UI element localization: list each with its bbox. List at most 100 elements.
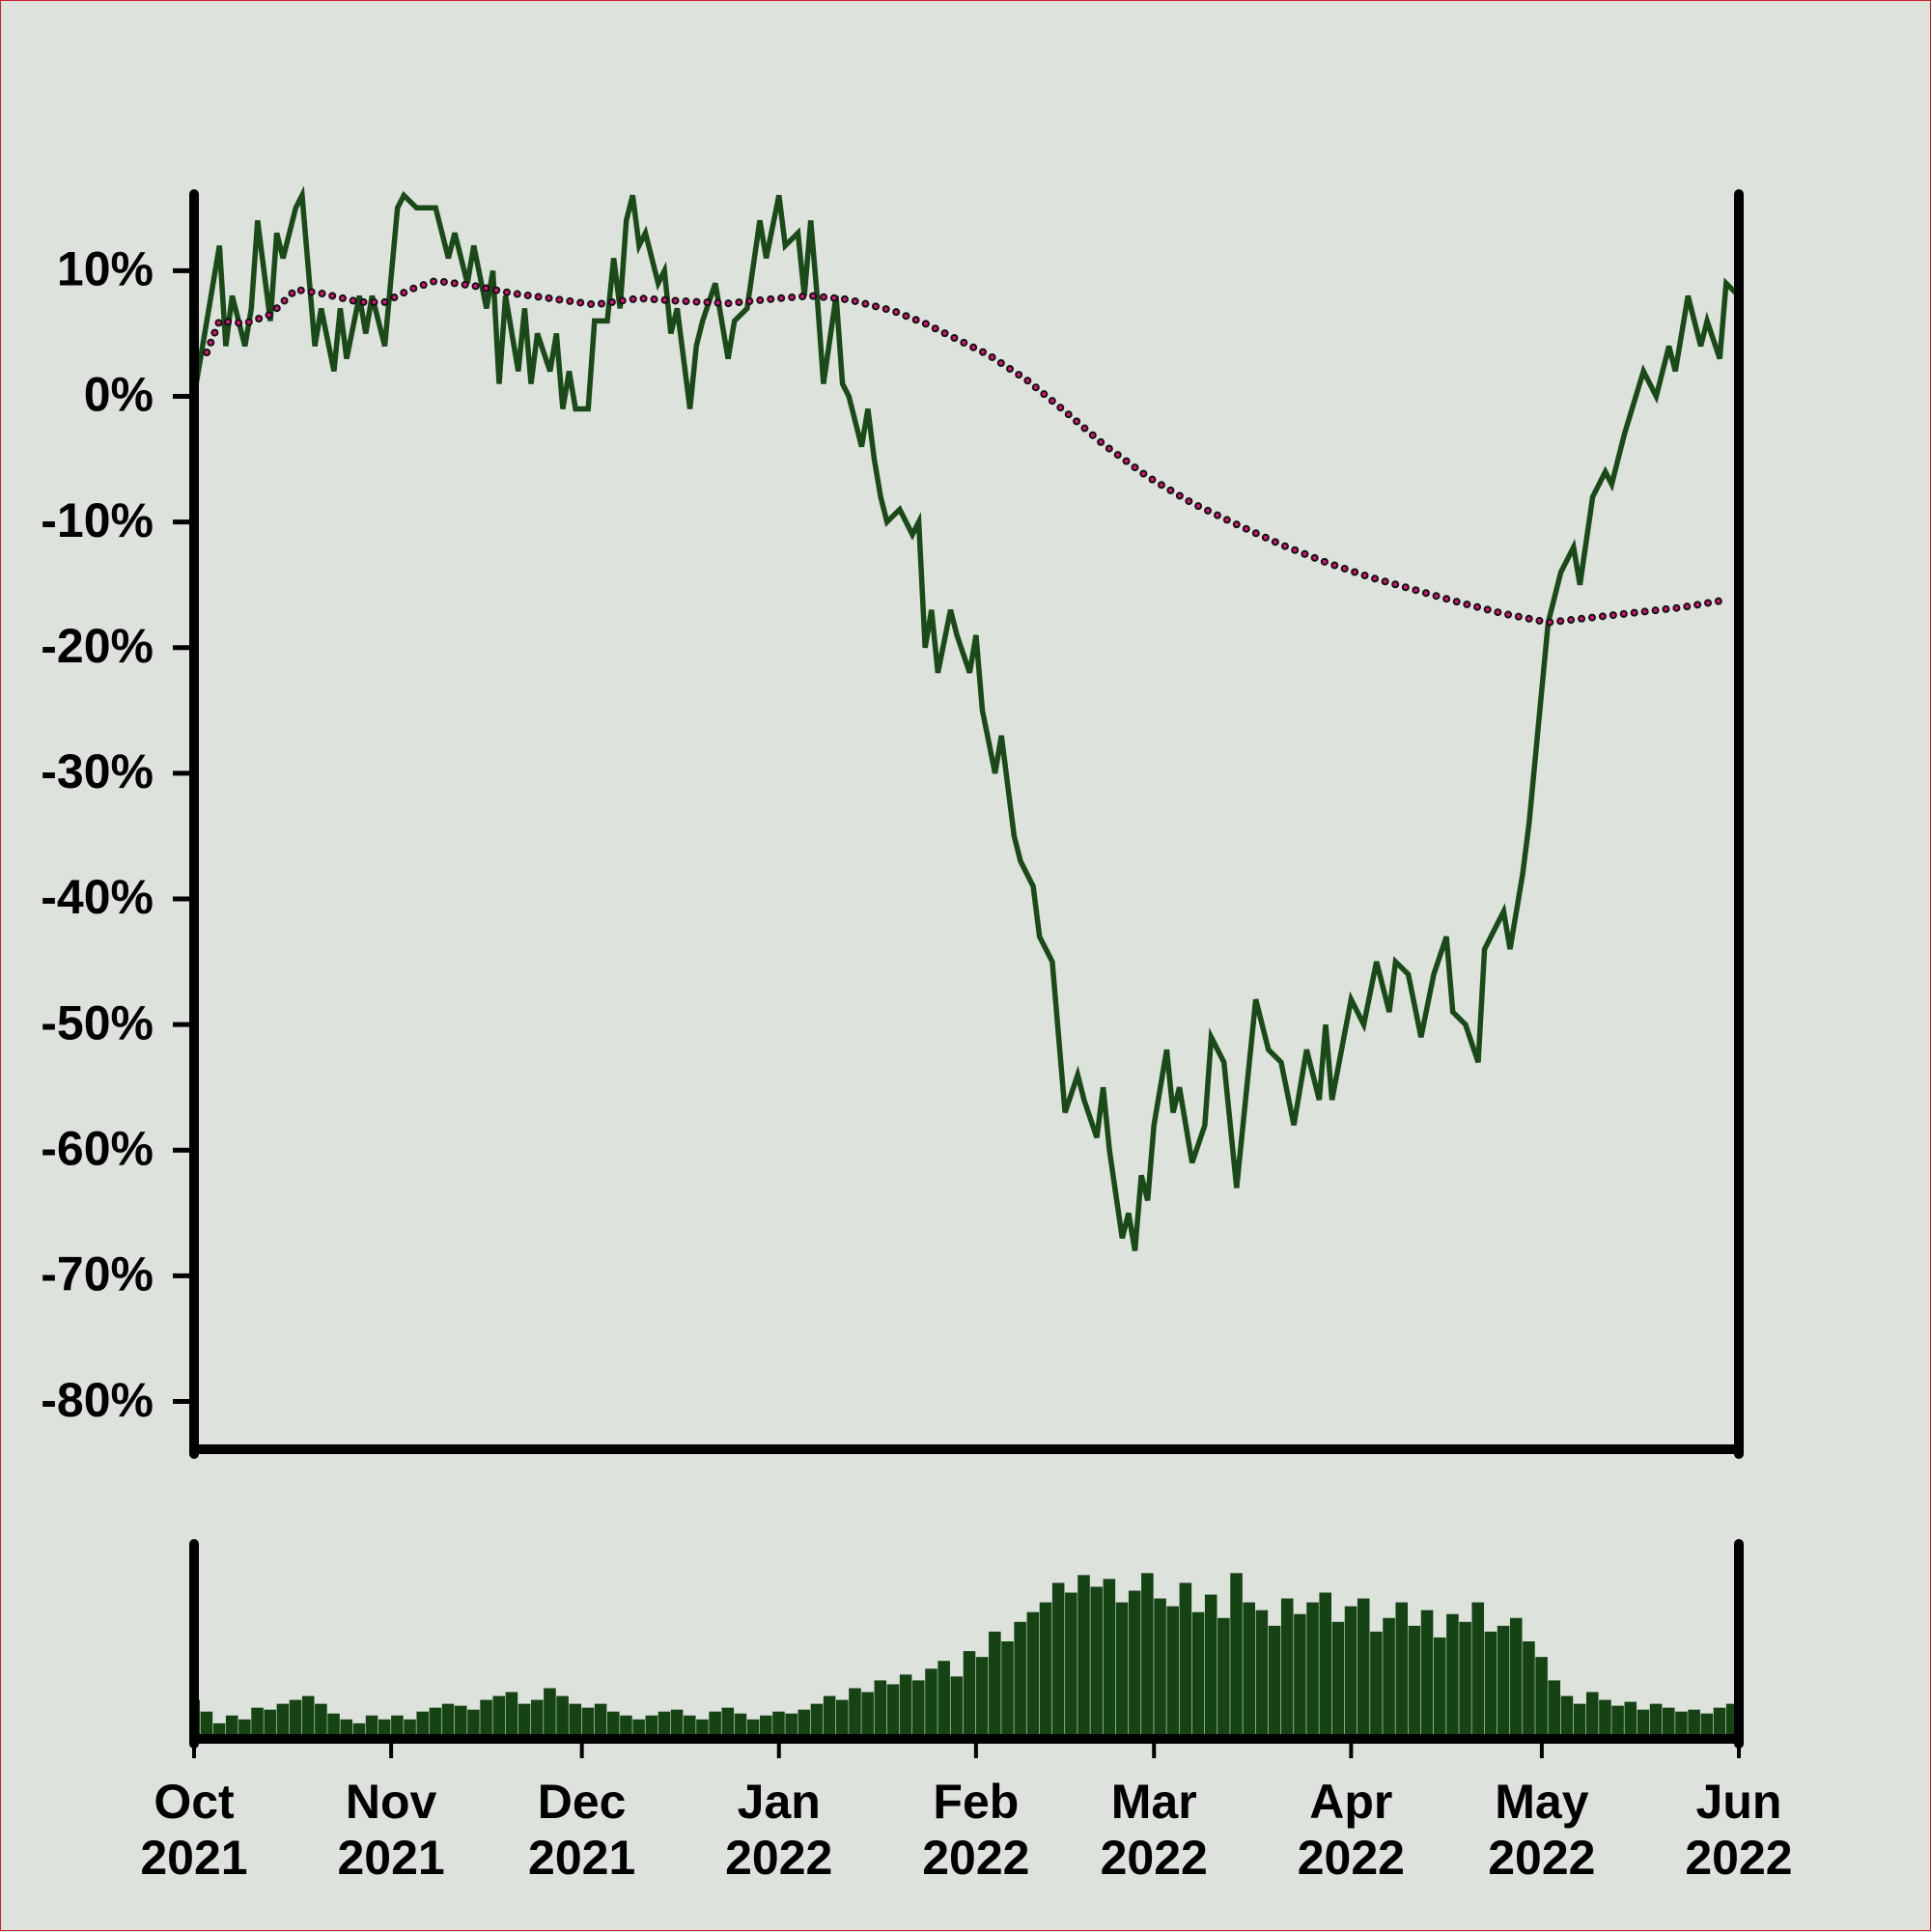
volume-bar [1624, 1701, 1637, 1739]
volume-bar [963, 1651, 976, 1739]
volume-bar [683, 1715, 696, 1739]
volume-bar [810, 1703, 824, 1739]
x-tick-label: Apr 2022 [1297, 1775, 1405, 1885]
volume-bar [989, 1631, 1001, 1739]
volume-bar [581, 1707, 595, 1739]
volume-bar [798, 1709, 811, 1739]
moving-average-dots [205, 278, 1728, 625]
volume-bar [1103, 1579, 1116, 1739]
volume-bar [1560, 1695, 1574, 1739]
y-tick-label: -80% [41, 1373, 154, 1427]
volume-bar [454, 1705, 467, 1739]
volume-bar [1230, 1573, 1243, 1739]
volume-bar [1395, 1602, 1409, 1739]
volume-bar [836, 1699, 849, 1739]
volume-bar [1523, 1641, 1535, 1739]
volume-bar [1014, 1621, 1026, 1739]
y-tick-label: -10% [41, 493, 154, 547]
volume-bar [1115, 1602, 1129, 1739]
volume-bar [620, 1715, 632, 1739]
volume-bar [301, 1695, 315, 1739]
volume-bar [1065, 1592, 1077, 1739]
volume-bar [1433, 1637, 1446, 1739]
volume-bar [1611, 1705, 1624, 1739]
x-tick-label: Oct 2021 [140, 1775, 248, 1885]
volume-bar [404, 1719, 416, 1739]
volume-bar [1713, 1707, 1726, 1739]
volume-bar [467, 1709, 480, 1739]
volume-bar [849, 1688, 861, 1739]
volume-bar [925, 1668, 938, 1739]
volume-bar [225, 1715, 238, 1739]
volume-bar [1509, 1617, 1523, 1739]
volume-bar [1280, 1598, 1294, 1739]
volume-bar [594, 1703, 607, 1739]
volume-bar [886, 1684, 900, 1739]
volume-bar [1204, 1594, 1217, 1739]
volume-bar [1331, 1621, 1345, 1739]
volume-bar [1599, 1699, 1611, 1739]
volume-bar [1675, 1711, 1688, 1739]
volume-bar [556, 1695, 569, 1739]
volume-bar [1077, 1575, 1090, 1739]
volume-bar [1090, 1586, 1103, 1739]
volume-bar [1166, 1606, 1179, 1739]
y-tick-label: -50% [41, 995, 154, 1050]
volume-bar [1471, 1602, 1485, 1739]
volume-bar [1484, 1631, 1497, 1739]
volume-bar [365, 1715, 378, 1739]
volume-bar [1141, 1573, 1154, 1739]
volume-bar [874, 1680, 887, 1739]
volume-bar [1637, 1709, 1650, 1739]
y-tick-label: -70% [41, 1247, 154, 1302]
y-tick-label: 0% [84, 368, 154, 422]
volume-bar [251, 1707, 264, 1739]
volume-bar [1051, 1582, 1065, 1739]
volume-bar [772, 1711, 785, 1739]
volume-bar [1026, 1611, 1040, 1739]
volume-bar [975, 1657, 989, 1739]
volume-bar [721, 1707, 735, 1739]
volume-bar [416, 1711, 430, 1739]
x-tick-label: Feb 2022 [922, 1775, 1030, 1885]
volume-bar [746, 1719, 760, 1739]
x-tick-label: Dec 2021 [528, 1775, 636, 1885]
volume-bar [1548, 1680, 1561, 1739]
volume-bar [670, 1709, 684, 1739]
volume-bar [505, 1692, 518, 1739]
volume-bar [734, 1713, 747, 1739]
volume-bar [569, 1703, 582, 1739]
y-tick-label: -40% [41, 870, 154, 924]
volume-bar [1662, 1707, 1675, 1739]
volume-bar [1688, 1709, 1700, 1739]
volume-bar [1217, 1617, 1230, 1739]
volume-bar [1319, 1592, 1332, 1739]
volume-bar [1255, 1610, 1269, 1739]
volume-bar [658, 1711, 671, 1739]
x-tick-label: May 2022 [1488, 1775, 1596, 1885]
volume-bar [938, 1661, 950, 1739]
volume-bar [632, 1719, 645, 1739]
volume-bar [1383, 1617, 1395, 1739]
volume-bar [238, 1719, 251, 1739]
volume-bar [1179, 1582, 1192, 1739]
volume-bar [1154, 1598, 1166, 1739]
volume-bar [441, 1703, 455, 1739]
volume-bar [1191, 1611, 1205, 1739]
volume-bar [645, 1715, 658, 1739]
volume-bar [1649, 1703, 1663, 1739]
volume-bar [1243, 1602, 1255, 1739]
volume-bar [1001, 1641, 1014, 1739]
volume-bar [823, 1695, 836, 1739]
volume-bar [200, 1711, 213, 1739]
volume-bar [1700, 1713, 1714, 1739]
volume-bar [1357, 1598, 1370, 1739]
volume-bar [544, 1688, 556, 1739]
volume-bar [289, 1699, 302, 1739]
y-tick-label: 10% [57, 242, 154, 296]
volume-bar [1446, 1613, 1459, 1739]
volume-bar [315, 1703, 327, 1739]
volume-bar [1370, 1631, 1383, 1739]
